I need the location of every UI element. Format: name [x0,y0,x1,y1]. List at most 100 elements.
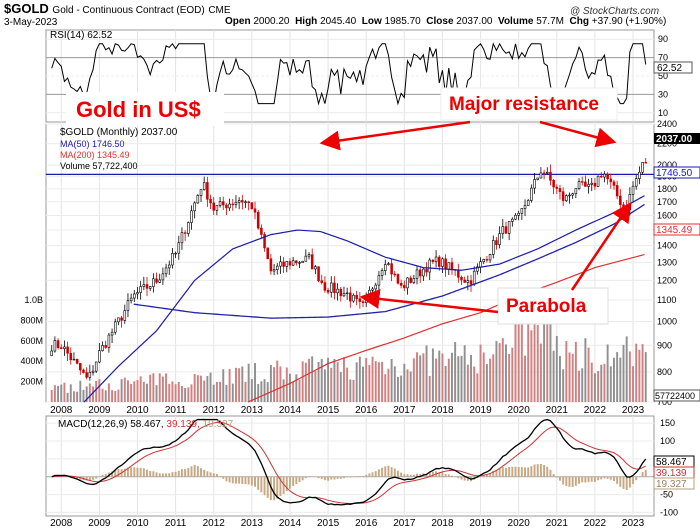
volume-bar [362,366,364,402]
rsi-label: RSI(14) 62.52 [50,30,113,41]
price-legend-title: $GOLD (Monthly) 2037.00 [60,127,178,138]
macd-histogram-bar [460,476,463,480]
price-bar-body [82,369,85,373]
macd-histogram-bar [425,473,428,477]
price-bar-body [457,270,460,278]
macd-histogram-bar [400,472,403,477]
macd-histogram-bar [323,476,326,481]
volume-bar [130,384,133,402]
price-bar-body [558,188,562,192]
macd-histogram-bar [457,476,460,479]
x-tick-label: 2013 [241,405,264,416]
macd-histogram-bar [165,473,168,477]
price-bar-body [133,293,136,299]
resistance-annotation-box [440,87,618,121]
volume-bar [377,362,380,402]
volume-tag-text: 57722400 [655,391,695,401]
x-tick-label-bottom: 2021 [546,518,569,529]
hist-tag-text: 19.327 [656,479,687,490]
macd-histogram-bar [88,476,91,481]
low-label: Low [361,16,382,27]
volume-bar [260,381,263,402]
macd-histogram-bar [330,476,333,480]
macd-histogram-bar [215,473,218,477]
price-bar-body [428,259,432,273]
price-bar-body [174,252,177,255]
volume-bar [393,366,396,402]
macd-histogram-bar [111,471,114,477]
parabola-curve [133,203,645,319]
price-bar-body [282,261,285,267]
volume-bar [609,366,612,402]
ma200-tag [653,223,700,236]
volume-bar [447,358,450,402]
macd-histogram-bar [126,467,129,477]
macd-histogram-bar [581,476,584,483]
volume-bar [66,392,69,402]
macd-histogram-bar [466,476,469,481]
volume-bar [581,368,584,402]
price-bar-body [361,301,365,303]
volume-bar [571,353,574,402]
volume-bar [209,372,212,402]
volume-bar [476,373,479,402]
macd-histogram-bar [136,467,139,477]
price-bar-body [511,218,514,222]
price-bar-body [460,276,463,281]
volume-bar [489,358,492,402]
x-tick-label-bottom: 2012 [203,518,226,529]
volume-bar [530,330,533,402]
price-bar-body [387,263,390,265]
macd-histogram-bar [549,469,552,477]
volume-bar [327,357,330,402]
volume-bar [546,307,549,402]
price-bar-body [317,266,320,282]
ma200-legend: MA(200) 1345.49 [60,150,130,160]
volume-bar [584,338,587,402]
volume-bar [136,379,139,402]
macd-histogram-bar [511,466,514,477]
x-tick-label-bottom: 2014 [279,518,302,529]
high-label: High [295,16,318,27]
macd-histogram-bar [200,468,202,477]
macd-histogram-bar [485,474,488,477]
watermark: @ StockCharts.com [570,6,660,17]
volume-bar [295,374,298,402]
price-bar-body [644,162,648,164]
macd-histogram-bar [546,466,549,477]
price-bar-body [352,294,355,302]
volume-bar [104,390,107,402]
volume-label: Volume [498,16,534,27]
macd-histogram-bar [219,476,222,477]
price-bar-body [291,260,295,266]
macd-histogram-bar [298,476,301,483]
volume-bar [450,352,453,402]
volume-bar [533,315,536,402]
volume-bar [53,385,56,402]
volume-bar [95,381,98,402]
price-bar-body [85,372,88,378]
price-bar-body [231,203,235,206]
volume-bar [444,366,447,402]
macd-histogram-bar [441,472,444,477]
volume-bar [555,336,558,402]
macd-histogram-bar [184,469,187,477]
volume-bar [231,383,234,402]
rsi-y-tick: 10 [658,108,668,118]
macd-histogram-bar [234,476,237,484]
resistance-arrow-left [319,120,471,151]
price-bar-body [377,275,381,286]
open-value: 2000.20 [253,16,290,27]
macd-histogram-bar [559,476,561,481]
price-bar-body [94,361,98,372]
macd-histogram-bar [247,476,250,485]
macd-histogram-bar [387,465,390,477]
volume-bar [520,308,523,402]
macd-histogram-bar [95,476,98,479]
volume-bar [168,383,171,402]
volume-bar [311,356,314,402]
macd-histogram-bar [123,468,126,477]
price-bar-body [469,280,473,285]
ma50-tag [653,166,700,179]
x-tick-label-bottom: 2013 [241,518,264,529]
